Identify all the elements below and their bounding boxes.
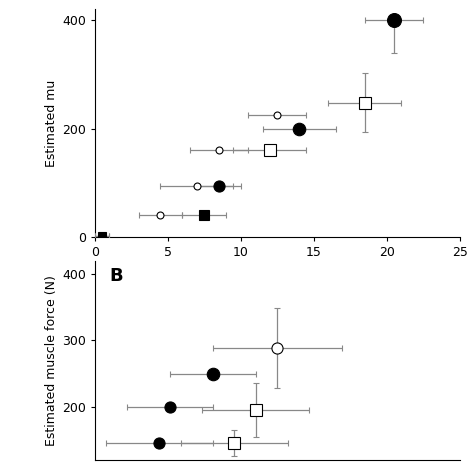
X-axis label: Elongation of tendon structure (mm): Elongation of tendon structure (mm) xyxy=(150,267,405,282)
Y-axis label: Estimated muscle force (N): Estimated muscle force (N) xyxy=(45,275,58,446)
Text: B: B xyxy=(109,267,123,285)
Y-axis label: Estimated mu: Estimated mu xyxy=(45,80,58,167)
